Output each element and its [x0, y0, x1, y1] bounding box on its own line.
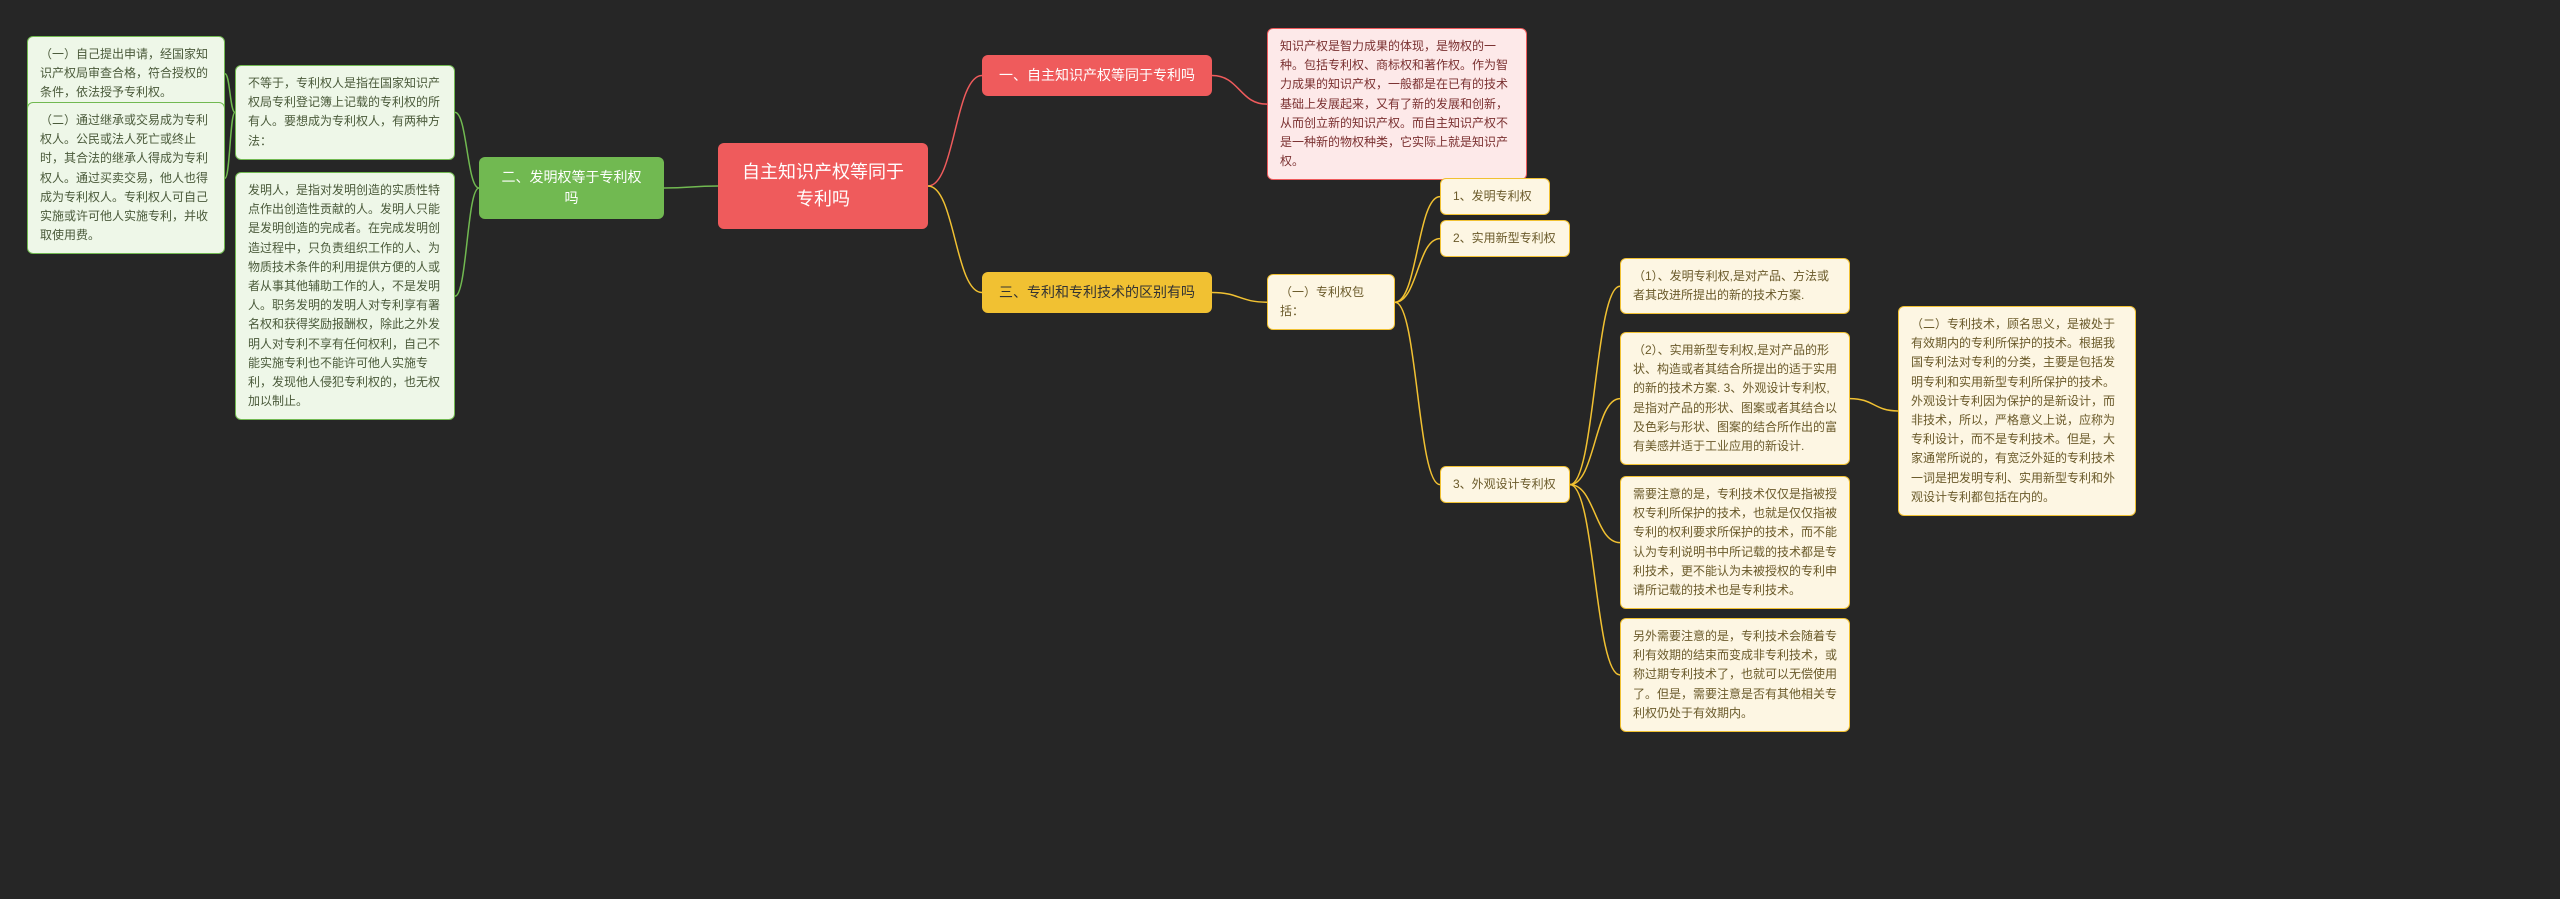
leaf-3-1-3[interactable]: 3、外观设计专利权 — [1440, 466, 1570, 503]
leaf-2-1-2[interactable]: （二）通过继承或交易成为专利权人。公民或法人死亡或终止时，其合法的继承人得成为专… — [27, 102, 225, 254]
leaf-3-1-3-2[interactable]: （2）、实用新型专利权,是对产品的形状、构造或者其结合所提出的适于实用的新的技术… — [1620, 332, 1850, 465]
leaf-3-1-2[interactable]: 2、实用新型专利权 — [1440, 220, 1570, 257]
leaf-3-1-3-4[interactable]: 另外需要注意的是，专利技术会随着专利有效期的结束而变成非专利技术，或称过期专利技… — [1620, 618, 1850, 732]
leaf-3-1-3-2-1[interactable]: （二）专利技术，顾名思义，是被处于有效期内的专利所保护的技术。根据我国专利法对专… — [1898, 306, 2136, 516]
root-node[interactable]: 自主知识产权等同于专利吗 — [718, 143, 928, 229]
branch-1[interactable]: 一、自主知识产权等同于专利吗 — [982, 55, 1212, 96]
leaf-2-1-1[interactable]: （一）自己提出申请，经国家知识产权局审查合格，符合授权的条件，依法授予专利权。 — [27, 36, 225, 112]
leaf-3-1-3-1[interactable]: （1）、发明专利权,是对产品、方法或者其改进所提出的新的技术方案. — [1620, 258, 1850, 314]
leaf-3-1[interactable]: （一）专利权包括： — [1267, 274, 1395, 330]
leaf-1-1[interactable]: 知识产权是智力成果的体现，是物权的一种。包括专利权、商标权和著作权。作为智力成果… — [1267, 28, 1527, 180]
leaf-3-1-1[interactable]: 1、发明专利权 — [1440, 178, 1550, 215]
leaf-3-1-3-3[interactable]: 需要注意的是，专利技术仅仅是指被授权专利所保护的技术，也就是仅仅指被专利的权利要… — [1620, 476, 1850, 609]
leaf-2-1[interactable]: 不等于，专利权人是指在国家知识产权局专利登记簿上记载的专利权的所有人。要想成为专… — [235, 65, 455, 160]
leaf-2-2[interactable]: 发明人，是指对发明创造的实质性特点作出创造性贡献的人。发明人只能是发明创造的完成… — [235, 172, 455, 420]
branch-2[interactable]: 二、发明权等于专利权吗 — [479, 157, 664, 219]
branch-3[interactable]: 三、专利和专利技术的区别有吗 — [982, 272, 1212, 313]
